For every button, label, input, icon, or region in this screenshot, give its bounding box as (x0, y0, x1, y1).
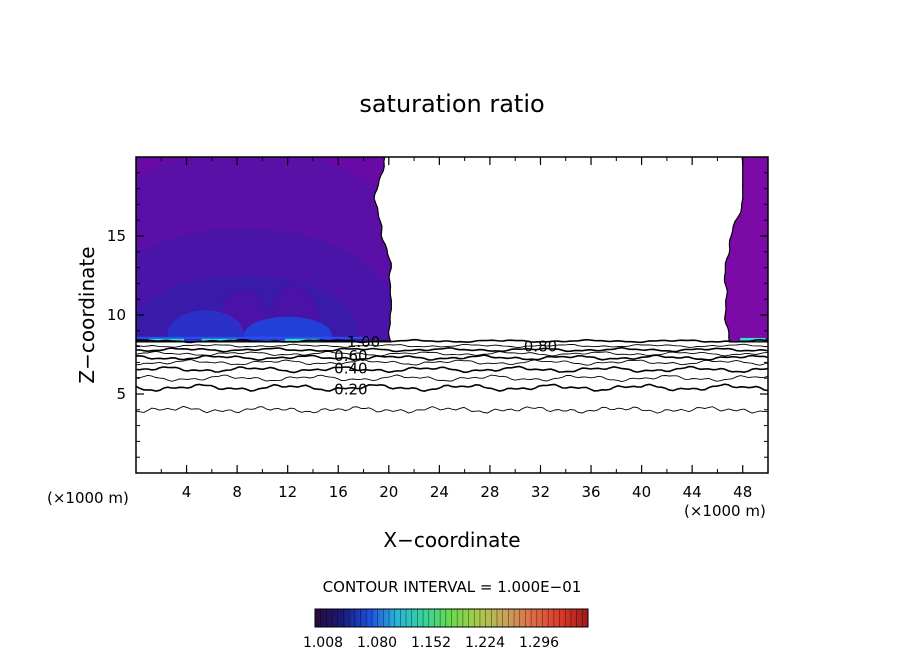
colorbar-tick-label: 1.080 (357, 635, 397, 651)
field-blob-c (167, 310, 244, 342)
x-tick-label: 16 (329, 483, 348, 501)
saturation-field (136, 157, 768, 342)
x-tick-label: 8 (232, 483, 242, 501)
contour-line-0-7 (136, 350, 768, 357)
contour-line-0-1 (136, 405, 768, 414)
contour-boundary-right (723, 157, 768, 343)
contour-labels: 1.00 0.80 0.600.40 0.20 (334, 333, 557, 398)
x-tick-label: 4 (182, 483, 192, 501)
colorbar-tick-label: 1.296 (519, 635, 559, 651)
x-tick-label: 40 (632, 483, 651, 501)
x-unit-left: (×1000 m) (47, 489, 129, 507)
contour-boundary-left (136, 157, 392, 343)
contour-label-0-40: 0.40 (334, 360, 367, 378)
chart-title: saturation ratio (359, 90, 544, 118)
field-blob-a (218, 289, 269, 342)
contour-line-0-9 (136, 343, 768, 348)
contour-line-0-8 (136, 346, 768, 353)
colorbar-tick-label: 1.224 (465, 635, 505, 651)
contour-lines (136, 157, 768, 414)
x-tick-label: 48 (733, 483, 752, 501)
colorbar-tick-label: 1.008 (303, 635, 343, 651)
x-tick-label: 44 (683, 483, 702, 501)
contour-label-0-60: 0.60 (334, 347, 367, 365)
field-blob-d (243, 316, 332, 342)
contour-line-0-3 (136, 374, 768, 382)
y-tick-label: 10 (107, 306, 126, 324)
x-axis-title: X−coordinate (383, 528, 520, 552)
x-tick-label: 12 (278, 483, 297, 501)
contour-interval-note: CONTOUR INTERVAL = 1.000E−01 (323, 578, 582, 596)
colorbar-ticks (320, 609, 583, 627)
field-edge-streak-2 (285, 337, 320, 342)
contour-line-0-6 (136, 354, 768, 362)
colorbar: 1.008 1.080 1.152 1.224 1.296 (303, 608, 589, 651)
y-axis-ticks: 5 10 15 (107, 172, 768, 458)
contour-line-1 (136, 338, 768, 344)
contour-line-0-5 (136, 359, 768, 366)
contour-line-0-2 (136, 383, 768, 393)
x-tick-label: 36 (581, 483, 600, 501)
contour-label-1-00: 1.00 (347, 333, 380, 351)
field-edge-streak-1 (201, 337, 238, 342)
y-axis-title: Z−coordinate (75, 246, 99, 383)
x-unit-right: (×1000 m) (684, 502, 766, 520)
x-axis-ticks: 4 8 12 16 20 24 28 32 36 40 44 48 (160, 157, 752, 501)
colorbar-labels: 1.008 1.080 1.152 1.224 1.296 (303, 635, 559, 651)
contour-label-0-20: 0.20 (334, 380, 367, 398)
y-tick-label: 5 (116, 385, 126, 403)
field-region-right (724, 157, 768, 342)
field-edge-blue (136, 336, 370, 339)
y-tick-label: 15 (107, 227, 126, 245)
field-inner-layers (136, 157, 392, 342)
colorbar-tick-label: 1.152 (411, 635, 451, 651)
x-tick-label: 32 (531, 483, 550, 501)
contour-line-0-4 (136, 365, 768, 374)
x-tick-label: 28 (480, 483, 499, 501)
contour-label-0-80: 0.80 (524, 338, 557, 356)
x-tick-label: 20 (379, 483, 398, 501)
x-tick-label: 24 (430, 483, 449, 501)
